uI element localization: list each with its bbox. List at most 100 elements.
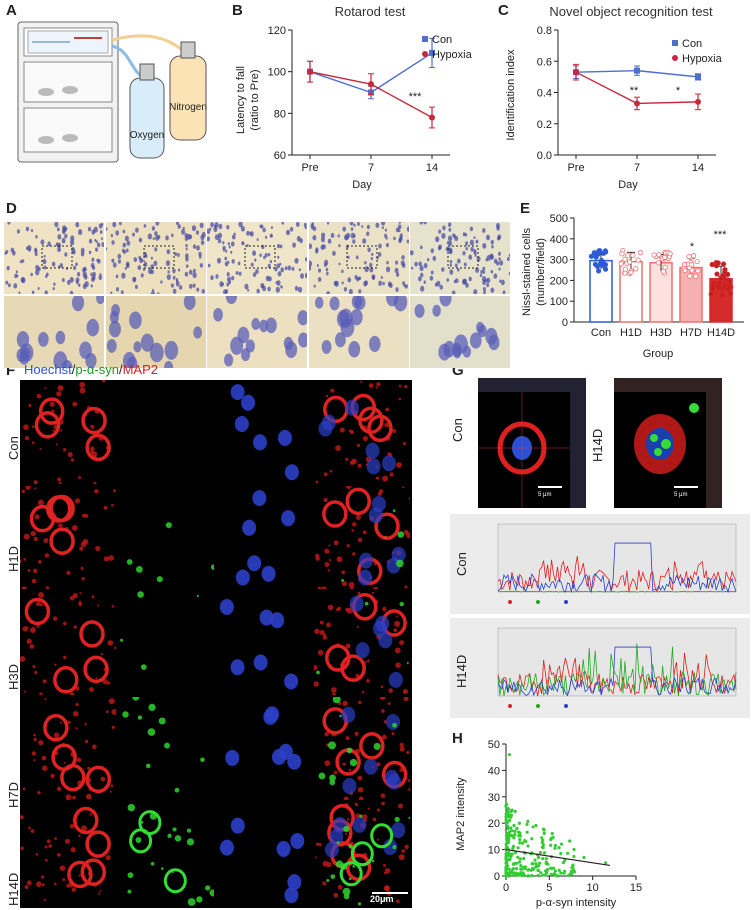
- nissl-cell: [184, 271, 188, 277]
- map2-puncta: [32, 665, 36, 669]
- scatter-point: [505, 807, 510, 811]
- nissl-cell: [284, 266, 288, 271]
- map2-puncta: [111, 708, 116, 715]
- nissl-cell: [360, 225, 364, 228]
- nissl-cell: [368, 262, 373, 268]
- nissl-cell: [455, 263, 459, 268]
- nissl-cell: [90, 284, 93, 288]
- nissl-cell: [199, 222, 204, 229]
- map2-puncta: [394, 647, 401, 654]
- psyn-puncta: [172, 827, 177, 832]
- nissl-cell: [424, 262, 428, 269]
- map2-neuron: [80, 858, 107, 887]
- map2-puncta: [71, 887, 77, 893]
- map2-puncta: [24, 435, 30, 441]
- nissl-cell: [195, 230, 199, 235]
- nissl-cell: [438, 229, 442, 234]
- hoechst-nucleus: [252, 434, 267, 451]
- nissl-cell: [192, 268, 196, 273]
- scatter-point: [507, 873, 511, 878]
- data-dot: [633, 266, 639, 272]
- map2-puncta: [371, 591, 375, 595]
- scatter-point: [509, 813, 513, 818]
- map2-puncta: [34, 486, 37, 489]
- map2-puncta: [368, 383, 374, 389]
- nissl-cell: [131, 276, 136, 283]
- nissl-cell: [134, 227, 139, 233]
- nissl-cell: [175, 222, 179, 226]
- y-tick-label: 100: [550, 296, 568, 308]
- map2-puncta: [52, 429, 55, 432]
- map2-puncta: [69, 595, 75, 601]
- scatter-ylabel: MAP2 intensity: [455, 777, 467, 851]
- nissl-ylabel-2: (number/field): [535, 238, 547, 306]
- map2-puncta: [36, 624, 40, 628]
- nissl-cell: [207, 236, 211, 242]
- map2-puncta: [29, 644, 35, 649]
- map2-puncta: [64, 839, 71, 845]
- nissl-cell: [137, 265, 141, 271]
- hoechst-nucleus: [276, 841, 291, 858]
- nor-significance-day14: *: [676, 85, 681, 97]
- scatter-point: [540, 836, 544, 840]
- h14d-intensity-profile: H14D: [450, 618, 750, 718]
- scatter-point: [542, 831, 546, 836]
- nissl-cell: [362, 238, 366, 244]
- nissl-cell: [259, 319, 269, 333]
- nissl-cell: [201, 231, 206, 238]
- fluorescence-tile: [23, 380, 111, 484]
- nissl-cell: [111, 222, 116, 228]
- nissl-cell: [4, 251, 7, 255]
- scatter-point: [536, 873, 540, 878]
- nissl-cell: [12, 250, 16, 256]
- rotarod-title: Rotarod test: [335, 4, 406, 19]
- nissl-cell: [117, 253, 121, 259]
- map2-puncta: [323, 472, 328, 477]
- map2-puncta: [71, 524, 78, 531]
- nissl-cell: [277, 255, 280, 259]
- nissl-cell: [406, 239, 409, 244]
- map2-puncta: [327, 568, 330, 571]
- nissl-cell: [276, 263, 281, 269]
- map2-puncta: [51, 409, 55, 413]
- nissl-cell: [70, 235, 75, 242]
- fluorescence-tile: [318, 696, 410, 801]
- nissl-cell: [483, 287, 487, 292]
- map2-puncta: [90, 446, 95, 451]
- scatter-point: [520, 841, 525, 845]
- nissl-cell: [69, 276, 74, 283]
- nissl-cell: [238, 271, 242, 276]
- nissl-cell: [101, 242, 104, 247]
- scatter-point: [505, 865, 509, 870]
- psyn-puncta: [328, 741, 336, 750]
- data-dot: [602, 266, 609, 272]
- nissl-cell: [316, 264, 319, 267]
- hoechst-nucleus: [252, 489, 267, 506]
- map2-puncta: [78, 834, 81, 838]
- nissl-cell: [222, 245, 226, 251]
- nissl-cell: [462, 345, 472, 358]
- nor-ylabel: Identification index: [505, 49, 517, 141]
- y-tick-label: 0.8: [537, 25, 552, 37]
- nissl-top-panel: [207, 222, 308, 294]
- nissl-cell: [457, 268, 460, 272]
- map2-puncta: [41, 755, 47, 761]
- map2-puncta: [358, 700, 362, 705]
- scatter-point: [556, 874, 560, 878]
- nissl-cell: [58, 265, 61, 268]
- map2-puncta: [342, 700, 348, 706]
- map2-puncta: [319, 630, 325, 636]
- nissl-cell: [468, 276, 473, 282]
- scatter-chart: 0 10 20 30 40 50 0 5 10 15 MAP2 intensity p-α-syn…: [455, 739, 642, 909]
- map2-puncta: [315, 555, 321, 561]
- data-dot: [727, 291, 733, 297]
- fluorescence-tile: [118, 380, 214, 484]
- profile-legend-red: [508, 704, 512, 708]
- scatter-point: [518, 857, 522, 861]
- nissl-cell: [397, 224, 402, 230]
- nissl-cell: [267, 286, 272, 292]
- nissl-cell: [163, 360, 173, 368]
- nissl-cell: [340, 269, 344, 274]
- scatter-point: [517, 860, 522, 864]
- nissl-cell: [232, 234, 236, 240]
